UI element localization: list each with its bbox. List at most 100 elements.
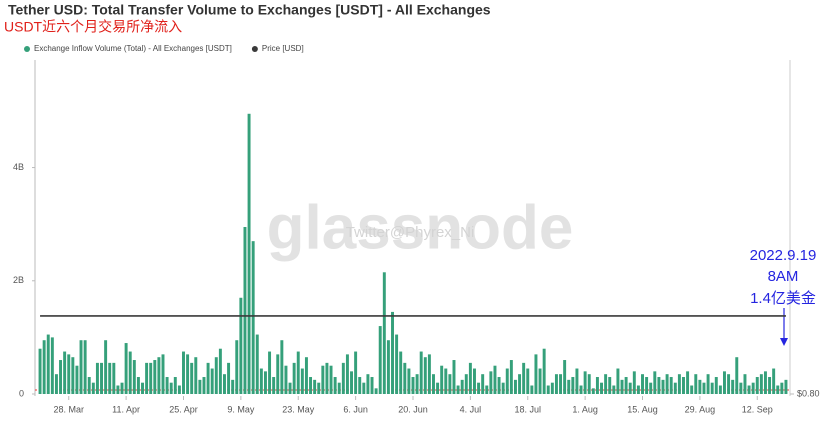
bar: [739, 382, 743, 394]
bar: [628, 382, 632, 394]
bar: [636, 385, 640, 394]
bar: [186, 354, 190, 394]
bar: [210, 368, 214, 394]
bar: [190, 362, 194, 394]
annotation-text: 8AM: [768, 268, 799, 285]
bar: [157, 357, 161, 394]
x-tick-label: 28. Mar: [53, 404, 84, 414]
bar: [686, 371, 690, 394]
bar: [513, 379, 517, 394]
bar: [505, 368, 509, 394]
bar: [448, 374, 452, 394]
bar: [288, 382, 292, 394]
x-tick-label: 25. Apr: [169, 404, 198, 414]
bar: [575, 368, 579, 394]
bar: [329, 365, 333, 394]
bar: [718, 385, 722, 394]
bar: [677, 374, 681, 394]
bar: [780, 382, 784, 394]
bar: [657, 377, 661, 394]
bar: [665, 374, 669, 394]
bar: [407, 368, 411, 394]
bar: [374, 388, 378, 394]
bar: [440, 365, 444, 394]
bar: [759, 374, 763, 394]
bar: [231, 379, 235, 394]
chart-subtitle: USDT近六个月交易所净流入: [4, 19, 182, 35]
bar: [169, 382, 173, 394]
bar: [526, 368, 530, 394]
x-tick-label: 4. Jul: [460, 404, 482, 414]
bar: [95, 362, 99, 394]
bar: [263, 371, 267, 394]
bar: [378, 326, 382, 394]
bar: [149, 362, 153, 394]
bar: [386, 340, 390, 394]
x-tick-label: 9. May: [227, 404, 255, 414]
bar: [366, 374, 370, 394]
bar: [591, 388, 595, 394]
watermark: glassnode: [267, 193, 574, 262]
bar: [309, 377, 313, 394]
bar: [239, 297, 243, 394]
bar: [382, 272, 386, 394]
bar: [608, 377, 612, 394]
bar: [182, 351, 185, 394]
bar: [571, 377, 575, 394]
bar: [616, 368, 620, 394]
bar: [563, 360, 567, 394]
bar: [550, 382, 554, 394]
annotation-text: 2022.9.19: [750, 247, 817, 264]
bar: [194, 357, 198, 394]
bar: [682, 377, 685, 394]
bar: [235, 340, 239, 394]
bar: [460, 379, 464, 394]
bar: [751, 382, 755, 394]
bar: [104, 340, 108, 394]
bar: [542, 348, 546, 394]
annotation: 2022.9.19 8AM 1.4亿美金: [750, 247, 817, 346]
bar: [300, 368, 304, 394]
bar: [87, 377, 91, 394]
bar: [206, 362, 210, 394]
bar: [71, 357, 75, 394]
legend-label: Price [USD]: [262, 44, 304, 53]
bar: [54, 374, 58, 394]
bar: [341, 362, 345, 394]
bar: [690, 385, 694, 394]
bar: [415, 374, 419, 394]
bar: [50, 337, 54, 394]
bar: [79, 340, 83, 394]
bar: [534, 354, 538, 394]
bar: [661, 379, 665, 394]
bar: [624, 377, 628, 394]
bar: [706, 374, 710, 394]
bar: [530, 385, 534, 394]
bar: [276, 354, 280, 394]
bar: [468, 362, 472, 394]
bar: [632, 371, 636, 394]
bar: [345, 354, 349, 394]
bar: [391, 311, 394, 394]
bar: [477, 382, 481, 394]
bar: [604, 374, 608, 394]
bar: [444, 368, 448, 394]
x-tick-label: 23. May: [282, 404, 315, 414]
chart-title: Tether USD: Total Transfer Volume to Exc…: [8, 2, 491, 18]
bar: [612, 385, 616, 394]
bar: [735, 357, 739, 394]
bar: [427, 354, 431, 394]
bar: [218, 348, 222, 394]
bar: [177, 385, 181, 394]
bar: [128, 351, 132, 394]
bar: [587, 374, 591, 394]
y-tick-label: 4B: [13, 162, 24, 172]
bar: [321, 365, 325, 394]
watermark-credit: Twitter@Phyrex_Ni: [346, 224, 475, 241]
bar: [255, 334, 259, 394]
bar: [731, 379, 735, 394]
bar: [489, 371, 493, 394]
bar: [120, 382, 124, 394]
bar: [42, 340, 46, 394]
x-tick-label: 20. Jun: [398, 404, 428, 414]
